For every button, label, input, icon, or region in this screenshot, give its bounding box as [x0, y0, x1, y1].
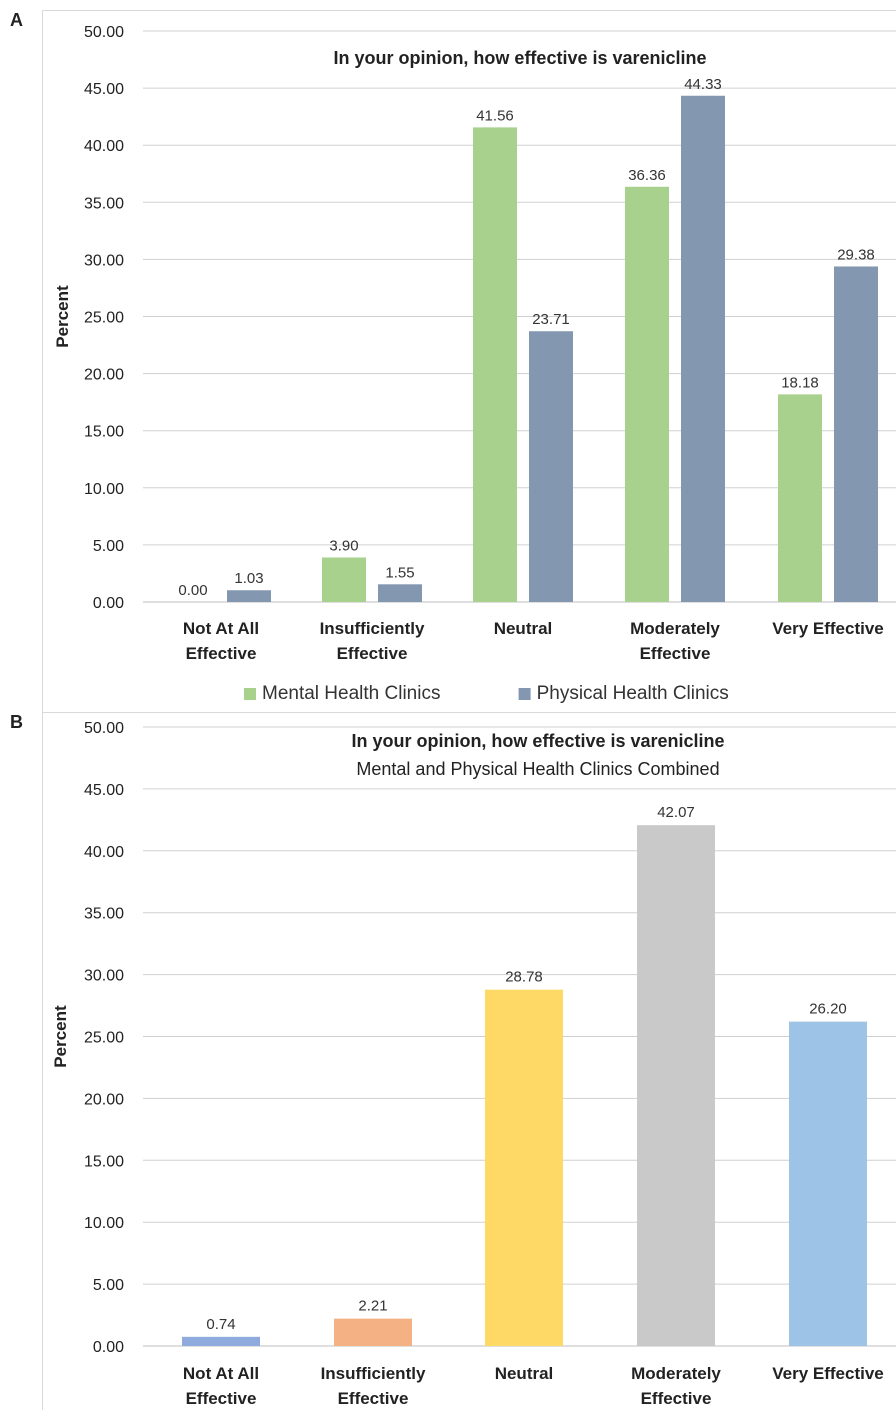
- legend-swatch: [244, 688, 256, 700]
- y-tick-label: 0.00: [93, 595, 124, 612]
- y-axis-label: Percent: [51, 1005, 70, 1068]
- data-label: 3.90: [329, 537, 358, 554]
- chart-a: 0.00 5.00 10.00 15.00 20.00 25.00 30.00 35.00 40…: [53, 24, 896, 704]
- data-label: 18.18: [781, 374, 819, 391]
- y-tick-label: 45.00: [84, 81, 124, 98]
- x-tick-label: Moderately: [631, 1364, 721, 1383]
- bar: [789, 1021, 867, 1346]
- chart-title: In your opinion, how effective is vareni…: [333, 48, 706, 68]
- y-tick-label: 25.00: [84, 310, 124, 327]
- y-tick-label: 25.00: [84, 1030, 124, 1047]
- bar: [681, 95, 725, 602]
- bar: [227, 590, 271, 602]
- bar: [485, 989, 563, 1346]
- x-tick-label: Effective: [338, 1389, 409, 1408]
- y-tick-label: 5.00: [93, 1277, 124, 1294]
- x-tick-label: Very Effective: [772, 1364, 884, 1383]
- data-label: 23.71: [532, 311, 570, 328]
- chart-panel-a: A 0.00 5.00 10.00 15.00 20.00 25.00 30.00 35.00…: [10, 10, 896, 713]
- y-tick-label: 45.00: [84, 782, 124, 799]
- y-tick-label: 10.00: [84, 481, 124, 498]
- data-label: 1.03: [234, 570, 263, 587]
- x-tick-label: Very Effective: [772, 619, 884, 638]
- data-label: 29.38: [837, 246, 875, 263]
- chart-b: 0.00 5.00 10.00 15.00 20.00 25.00 30.00 35.00 40…: [51, 720, 896, 1408]
- bar: [625, 186, 669, 602]
- y-tick-label: 40.00: [84, 844, 124, 861]
- data-label: 2.21: [358, 1298, 387, 1315]
- chart-title: In your opinion, how effective is vareni…: [351, 731, 724, 751]
- x-tick-label: Effective: [337, 644, 408, 663]
- x-tick-label: Not At All: [183, 1364, 259, 1383]
- chart-panel-b: B 0.00 5.00 10.00 15.00 20.00 25.00 30.00 35.00…: [0, 712, 896, 1410]
- data-label: 0.00: [178, 582, 207, 599]
- data-label: 44.33: [684, 76, 722, 93]
- y-tick-label: 20.00: [84, 367, 124, 384]
- chart-a-frame: [42, 10, 896, 713]
- data-label: 28.78: [505, 969, 543, 986]
- bar: [529, 331, 573, 602]
- bar: [182, 1336, 260, 1346]
- y-tick-label: 15.00: [84, 1153, 124, 1170]
- y-tick-label: 10.00: [84, 1215, 124, 1232]
- x-tick-label: Insufficiently: [321, 1364, 426, 1383]
- x-tick-label: Effective: [186, 644, 257, 663]
- bar: [334, 1318, 412, 1346]
- y-tick-label: 50.00: [84, 720, 124, 737]
- legend-label: Mental Health Clinics: [262, 683, 440, 704]
- y-tick-label: 50.00: [84, 24, 124, 41]
- data-label: 42.07: [657, 804, 695, 821]
- chart-subtitle: Mental and Physical Health Clinics Combi…: [356, 759, 719, 779]
- panel-label-b: B: [10, 712, 23, 732]
- y-tick-label: 20.00: [84, 1091, 124, 1108]
- x-tick-label: Insufficiently: [320, 619, 425, 638]
- x-tick-label: Effective: [640, 644, 711, 663]
- y-tick-label: 30.00: [84, 252, 124, 269]
- chart-b-frame: [42, 712, 896, 1410]
- y-tick-label: 40.00: [84, 138, 124, 155]
- bar: [378, 584, 422, 602]
- bar: [834, 266, 878, 602]
- x-tick-label: Effective: [641, 1389, 712, 1408]
- y-tick-label: 30.00: [84, 968, 124, 985]
- y-tick-label: 5.00: [93, 538, 124, 555]
- panel-label-a: A: [10, 10, 23, 30]
- bar: [473, 127, 517, 602]
- bar: [637, 825, 715, 1346]
- y-tick-label: 35.00: [84, 906, 124, 923]
- y-tick-label: 35.00: [84, 195, 124, 212]
- x-tick-label: Not At All: [183, 619, 259, 638]
- data-label: 36.36: [628, 167, 666, 184]
- data-label: 41.56: [476, 107, 514, 124]
- data-label: 1.55: [385, 564, 414, 581]
- x-tick-label: Neutral: [495, 1364, 554, 1383]
- y-tick-label: 15.00: [84, 424, 124, 441]
- data-label: 26.20: [809, 1001, 847, 1018]
- legend-swatch: [518, 688, 531, 700]
- y-tick-label: 0.00: [93, 1339, 124, 1356]
- data-label: 0.74: [206, 1316, 235, 1333]
- x-tick-label: Neutral: [494, 619, 553, 638]
- bar: [322, 557, 366, 602]
- x-tick-label: Moderately: [630, 619, 720, 638]
- bar: [778, 394, 822, 602]
- y-axis-label: Percent: [53, 285, 72, 348]
- legend-label: Physical Health Clinics: [537, 683, 729, 704]
- x-tick-label: Effective: [186, 1389, 257, 1408]
